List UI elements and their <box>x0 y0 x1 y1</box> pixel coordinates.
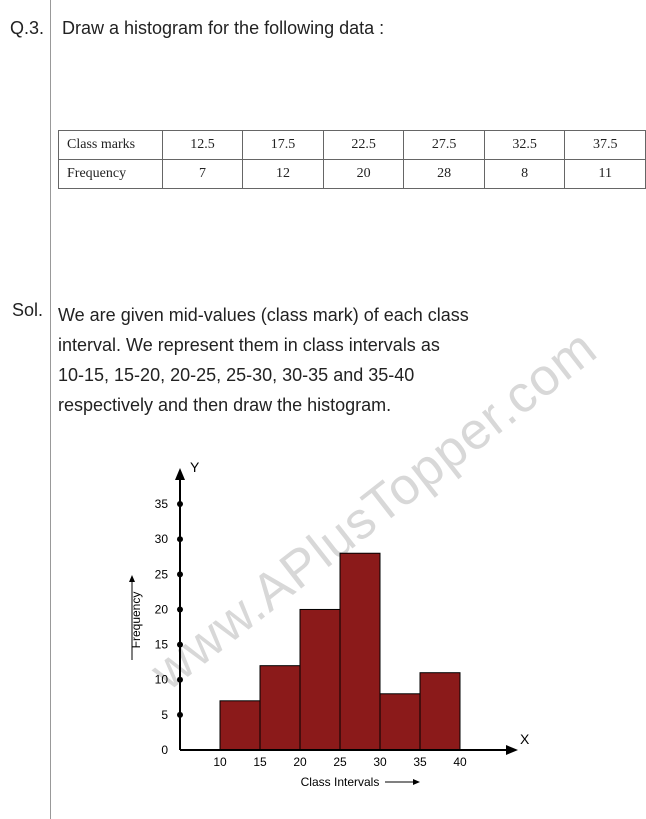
cell: 37.5 <box>565 131 646 160</box>
svg-text:Frequency: Frequency <box>129 592 143 649</box>
cell: 22.5 <box>323 131 404 160</box>
svg-text:10: 10 <box>213 755 227 769</box>
svg-text:25: 25 <box>333 755 347 769</box>
solution-line: interval. We represent them in class int… <box>58 330 628 360</box>
table-row: Class marks 12.5 17.5 22.5 27.5 32.5 37.… <box>59 131 646 160</box>
solution-line: 10-15, 15-20, 20-25, 25-30, 30-35 and 35… <box>58 360 628 390</box>
svg-text:20: 20 <box>155 602 169 616</box>
cell: 28 <box>404 160 485 189</box>
row-header-frequency: Frequency <box>59 160 163 189</box>
margin-rule <box>50 0 51 819</box>
svg-text:15: 15 <box>253 755 267 769</box>
cell: 7 <box>162 160 243 189</box>
svg-text:30: 30 <box>373 755 387 769</box>
cell: 27.5 <box>404 131 485 160</box>
cell: 11 <box>565 160 646 189</box>
histogram-chart: Y X 0 5 10 15 20 25 30 35 10 15 20 25 30 35 40 Frequency C… <box>120 460 540 800</box>
question-text: Draw a histogram for the following data … <box>62 18 384 39</box>
svg-text:X: X <box>520 731 530 747</box>
svg-text:Y: Y <box>190 460 200 475</box>
solution-text: We are given mid-values (class mark) of … <box>58 300 628 420</box>
svg-text:35: 35 <box>155 497 169 511</box>
svg-text:30: 30 <box>155 532 169 546</box>
svg-text:35: 35 <box>413 755 427 769</box>
solution-line: respectively and then draw the histogram… <box>58 390 628 420</box>
svg-text:Class Intervals: Class Intervals <box>301 775 380 789</box>
cell: 12 <box>243 160 324 189</box>
solution-line: We are given mid-values (class mark) of … <box>58 300 628 330</box>
cell: 17.5 <box>243 131 324 160</box>
solution-label: Sol. <box>12 300 43 321</box>
table-row: Frequency 7 12 20 28 8 11 <box>59 160 646 189</box>
svg-text:25: 25 <box>155 567 169 581</box>
cell: 32.5 <box>484 131 565 160</box>
svg-text:40: 40 <box>453 755 467 769</box>
row-header-classmarks: Class marks <box>59 131 163 160</box>
svg-text:0: 0 <box>161 743 168 757</box>
svg-text:5: 5 <box>161 708 168 722</box>
question-number: Q.3. <box>10 18 44 39</box>
svg-text:10: 10 <box>155 673 169 687</box>
cell: 20 <box>323 160 404 189</box>
svg-text:15: 15 <box>155 638 169 652</box>
cell: 8 <box>484 160 565 189</box>
cell: 12.5 <box>162 131 243 160</box>
data-table: Class marks 12.5 17.5 22.5 27.5 32.5 37.… <box>58 130 646 189</box>
svg-text:20: 20 <box>293 755 307 769</box>
